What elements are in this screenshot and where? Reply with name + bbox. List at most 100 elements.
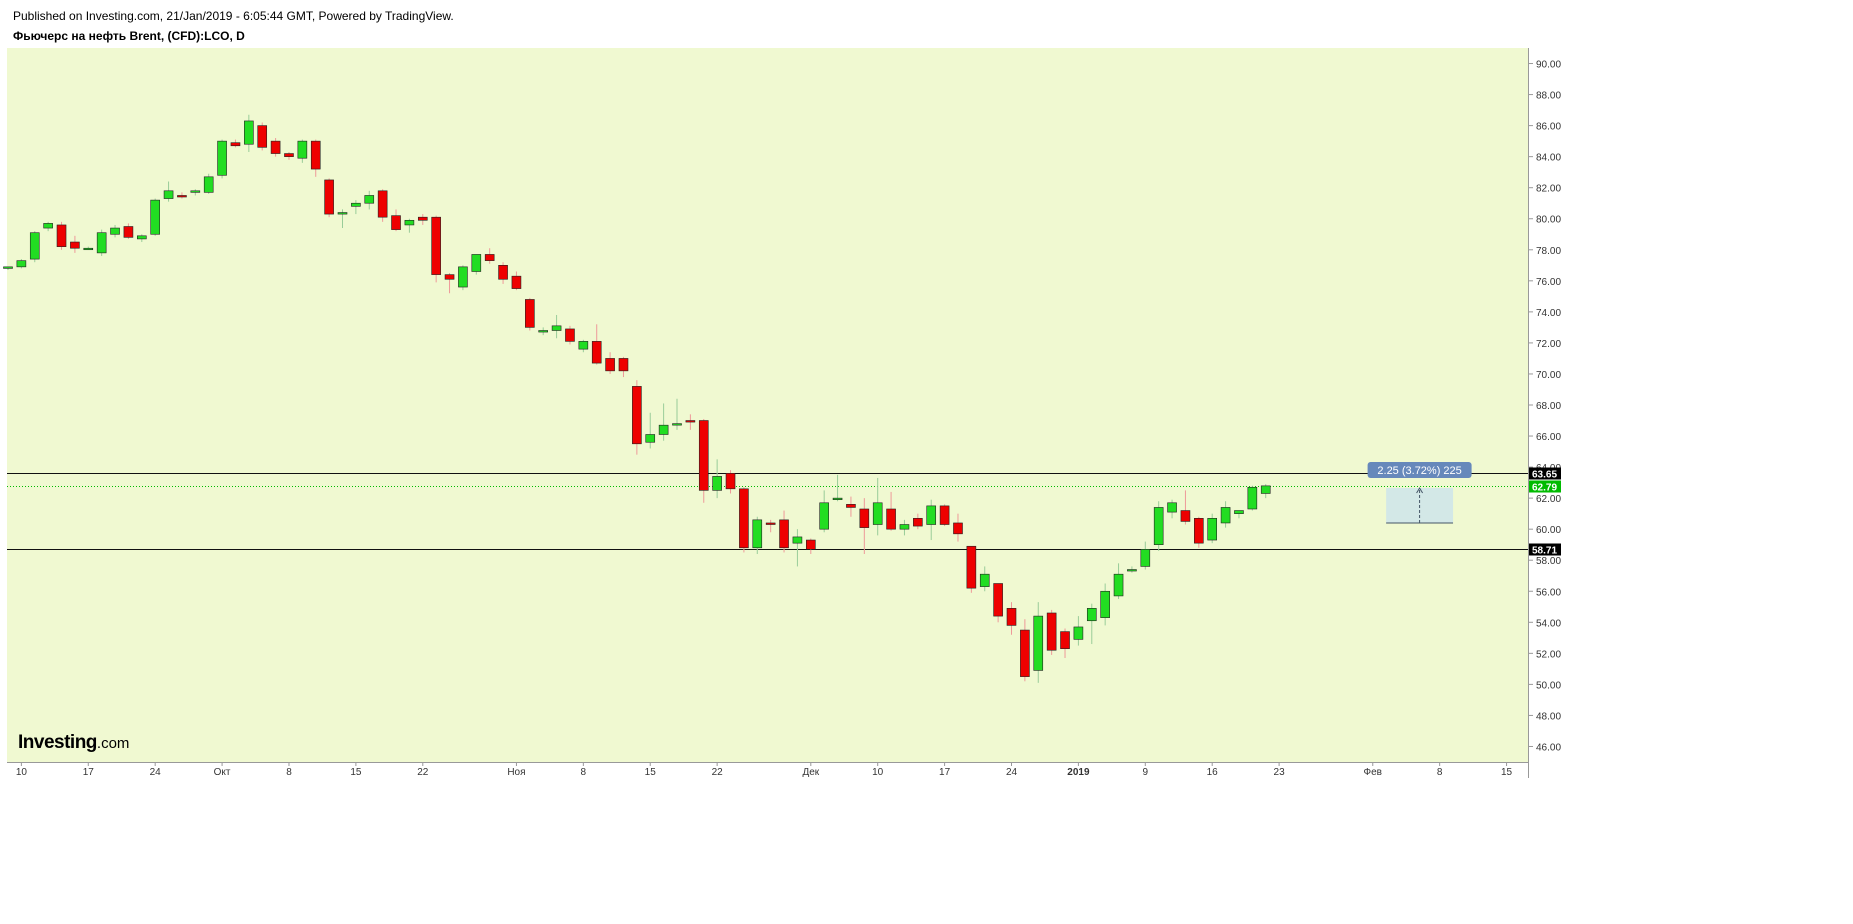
candle-up[interactable] (672, 423, 682, 426)
x-tick-label: 10 (872, 767, 884, 778)
candle-down[interactable] (377, 190, 388, 218)
candle-up[interactable] (1207, 518, 1217, 541)
candle-up[interactable] (3, 266, 13, 269)
candle-up[interactable] (337, 212, 348, 215)
measure-label: 2.25 (3.72%) 225 (1377, 465, 1461, 477)
candle-up[interactable] (1127, 569, 1137, 572)
candle-down[interactable] (1180, 510, 1191, 522)
candle-down[interactable] (698, 420, 709, 491)
investing-logo: Investing.com (18, 732, 129, 754)
candle-down[interactable] (284, 153, 294, 157)
candle-down[interactable] (1060, 631, 1070, 649)
candle-up[interactable] (1220, 507, 1231, 524)
candle-down[interactable] (431, 216, 441, 275)
candle-up[interactable] (471, 254, 482, 272)
candle-down[interactable] (1046, 612, 1057, 651)
candle-down[interactable] (859, 508, 870, 528)
candle-up[interactable] (217, 140, 227, 176)
candle-down[interactable] (765, 522, 776, 525)
candle-down[interactable] (525, 299, 535, 328)
candle-up[interactable] (404, 219, 415, 226)
candle-down[interactable] (257, 125, 268, 148)
candle-down[interactable] (1006, 608, 1017, 626)
candle-up[interactable] (203, 176, 214, 193)
candle-up[interactable] (792, 536, 803, 544)
candle-up[interactable] (1113, 573, 1124, 597)
candle-down[interactable] (846, 504, 856, 508)
candle-down[interactable] (270, 140, 281, 154)
candle-up[interactable] (645, 434, 656, 443)
candle-down[interactable] (725, 472, 736, 490)
candle-down[interactable] (1020, 629, 1030, 677)
candle-up[interactable] (712, 476, 722, 491)
candle-down[interactable] (310, 140, 321, 170)
candle-up[interactable] (1167, 502, 1177, 513)
candle-down[interactable] (939, 505, 950, 525)
candle-up[interactable] (137, 235, 147, 240)
candle-up[interactable] (458, 266, 468, 288)
candle-up[interactable] (658, 424, 669, 435)
candle-down[interactable] (739, 488, 749, 549)
candle-up[interactable] (1100, 590, 1110, 618)
candle-up[interactable] (16, 260, 27, 268)
candle-up[interactable] (163, 190, 174, 199)
candle-up[interactable] (872, 502, 883, 525)
candle-up[interactable] (551, 325, 562, 331)
candle-up[interactable] (83, 247, 94, 251)
candle-up[interactable] (578, 341, 589, 350)
candle-up[interactable] (1153, 507, 1164, 545)
candle-up[interactable] (297, 140, 308, 159)
candle-down[interactable] (993, 583, 1003, 617)
candle-down[interactable] (177, 195, 187, 198)
candle-up[interactable] (819, 502, 829, 530)
candle-down[interactable] (511, 275, 522, 289)
candle-up[interactable] (899, 524, 910, 530)
candle-down[interactable] (618, 358, 629, 372)
candle-down[interactable] (565, 328, 575, 342)
candle-up[interactable] (96, 232, 107, 254)
candle-up[interactable] (1234, 510, 1244, 514)
candle-down[interactable] (417, 216, 428, 221)
candle-down[interactable] (498, 265, 508, 280)
candle-up[interactable] (979, 573, 990, 587)
candle-up[interactable] (752, 519, 763, 549)
candle-up[interactable] (29, 232, 40, 260)
candle-up[interactable] (244, 120, 254, 145)
x-tick-label: 24 (1006, 767, 1018, 778)
candle-down[interactable] (632, 386, 642, 445)
candle-down[interactable] (605, 358, 615, 372)
candle-down[interactable] (591, 341, 602, 364)
candle-down[interactable] (230, 142, 241, 147)
candle-up[interactable] (1086, 608, 1097, 622)
candle-down[interactable] (70, 241, 80, 249)
candle-up[interactable] (43, 223, 53, 229)
candle-up[interactable] (150, 199, 160, 235)
candle-down[interactable] (444, 274, 455, 280)
candle-up[interactable] (832, 497, 843, 500)
candle-down[interactable] (391, 215, 401, 230)
candle-down[interactable] (324, 179, 334, 215)
candle-up[interactable] (1140, 549, 1151, 567)
candle-down[interactable] (966, 545, 977, 589)
candle-up[interactable] (926, 505, 937, 525)
candle-up[interactable] (1033, 615, 1044, 671)
candle-up[interactable] (190, 190, 201, 193)
candle-down[interactable] (779, 519, 789, 549)
candle-down[interactable] (886, 508, 896, 530)
candle-up[interactable] (1247, 486, 1258, 510)
candle-up[interactable] (351, 202, 361, 207)
candle-down[interactable] (913, 518, 923, 527)
candle-down[interactable] (1194, 518, 1204, 544)
candle-up[interactable] (110, 227, 120, 235)
candle-down[interactable] (56, 224, 67, 247)
candle-up[interactable] (1073, 626, 1084, 640)
candle-down[interactable] (484, 254, 495, 261)
candle-down[interactable] (685, 420, 696, 423)
candle-down[interactable] (805, 539, 816, 550)
candle-up[interactable] (364, 195, 375, 204)
candle-up[interactable] (1260, 485, 1271, 494)
candle-down[interactable] (953, 522, 963, 535)
candle-up[interactable] (538, 330, 549, 333)
candle-down[interactable] (123, 226, 134, 238)
